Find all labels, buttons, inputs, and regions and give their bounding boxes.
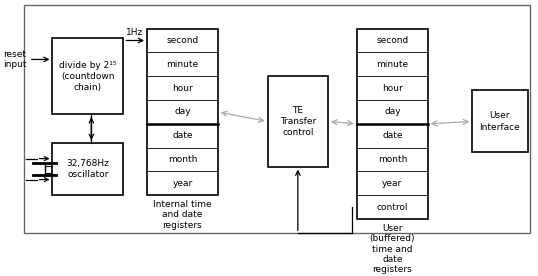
FancyBboxPatch shape: [52, 38, 123, 114]
Text: User
(buffered)
time and
date
registers: User (buffered) time and date registers: [370, 224, 415, 274]
Text: 1Hz: 1Hz: [126, 28, 143, 37]
Text: month: month: [378, 155, 407, 164]
FancyBboxPatch shape: [52, 143, 123, 195]
Text: 32,768Hz
oscillator: 32,768Hz oscillator: [66, 159, 109, 179]
Text: reset
input: reset input: [3, 50, 26, 69]
Text: minute: minute: [376, 60, 408, 69]
Text: divide by 2¹⁵
(countdown
chain): divide by 2¹⁵ (countdown chain): [59, 61, 117, 92]
Text: hour: hour: [382, 84, 403, 93]
FancyBboxPatch shape: [268, 76, 328, 167]
Text: day: day: [384, 107, 401, 116]
Text: date: date: [172, 131, 193, 140]
FancyBboxPatch shape: [472, 91, 527, 152]
Text: second: second: [166, 36, 199, 45]
Text: User
Interface: User Interface: [479, 112, 520, 131]
Text: Internal time
and date
registers: Internal time and date registers: [153, 200, 211, 230]
Text: control: control: [377, 203, 408, 212]
Text: month: month: [168, 155, 197, 164]
Text: year: year: [382, 179, 402, 188]
Text: year: year: [172, 179, 193, 188]
FancyBboxPatch shape: [357, 29, 428, 219]
Text: minute: minute: [166, 60, 199, 69]
Text: TE
Transfer
control: TE Transfer control: [280, 106, 316, 137]
Text: day: day: [174, 107, 190, 116]
FancyBboxPatch shape: [147, 29, 218, 195]
Text: hour: hour: [172, 84, 193, 93]
Text: second: second: [376, 36, 408, 45]
Text: date: date: [382, 131, 402, 140]
